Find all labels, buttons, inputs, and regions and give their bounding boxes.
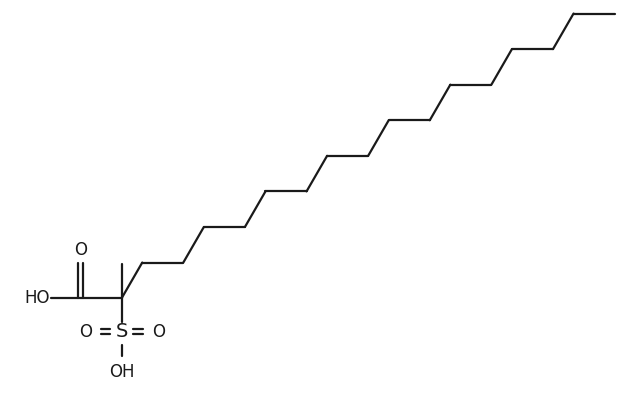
Text: O: O [152,323,164,341]
Text: O: O [74,241,87,259]
Text: O: O [79,323,92,341]
Text: S: S [115,322,128,341]
Text: HO: HO [24,289,50,307]
Text: OH: OH [109,363,134,381]
